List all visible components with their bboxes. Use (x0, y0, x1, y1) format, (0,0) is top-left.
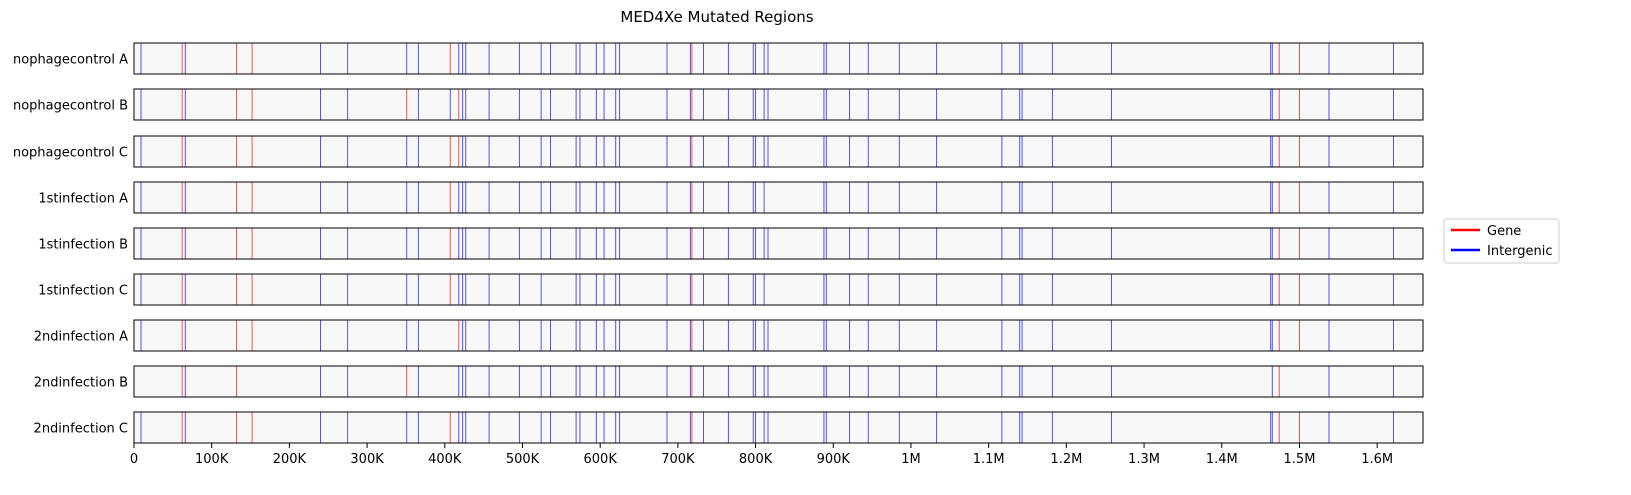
track-background (134, 228, 1423, 259)
track-1: nophagecontrol A (13, 42, 1424, 75)
x-tick-label: 1.6M (1361, 452, 1393, 467)
track-label: nophagecontrol C (13, 146, 128, 161)
x-tick-label: 1M (901, 452, 921, 467)
track-7: 2ndinfection A (34, 319, 1424, 352)
track-label: 2ndinfection B (34, 376, 128, 391)
legend-label: Intergenic (1487, 244, 1553, 259)
track-background (134, 274, 1423, 305)
track-label: 2ndinfection A (34, 330, 128, 345)
x-tick-label: 0 (130, 452, 138, 467)
track-8: 2ndinfection B (34, 365, 1424, 398)
track-background (134, 412, 1423, 443)
track-label: nophagecontrol A (13, 53, 128, 68)
x-tick-label: 1.1M (973, 452, 1005, 467)
track-background (134, 320, 1423, 351)
x-tick-label: 400K (428, 452, 462, 467)
x-tick-label: 1.4M (1206, 452, 1238, 467)
track-label: 2ndinfection C (34, 422, 128, 437)
track-2: nophagecontrol B (13, 88, 1424, 121)
track-frame (133, 135, 1424, 168)
x-tick-label: 1.5M (1284, 452, 1316, 467)
track-5: 1stinfection B (38, 227, 1424, 260)
x-tick-label: 1.2M (1050, 452, 1082, 467)
track-label: 1stinfection C (38, 284, 128, 299)
track-frame (133, 273, 1424, 306)
track-background (134, 136, 1423, 167)
track-frame (133, 365, 1424, 398)
track-frame (133, 319, 1424, 352)
x-tick-label: 700K (661, 452, 695, 467)
track-background (134, 366, 1423, 397)
x-tick-label: 900K (817, 452, 851, 467)
x-tick-label: 1.3M (1128, 452, 1160, 467)
track-frame (133, 411, 1424, 444)
track-label: 1stinfection A (38, 192, 128, 207)
track-label: 1stinfection B (38, 238, 128, 253)
legend-label: Gene (1487, 224, 1521, 239)
track-frame (133, 181, 1424, 214)
legend: Gene Intergenic (1443, 218, 1560, 264)
x-axis: 0 100K 200K 300K 400K 500K 600K 700K 800K 900K 1M 1… (130, 443, 1393, 467)
track-6: 1stinfection C (38, 273, 1424, 306)
track-background (134, 182, 1423, 213)
x-tick-label: 800K (739, 452, 773, 467)
track-3: nophagecontrol C (13, 135, 1424, 168)
x-tick-label: 600K (584, 452, 618, 467)
track-label: nophagecontrol B (13, 99, 128, 114)
track-background (134, 89, 1423, 120)
track-frame (133, 88, 1424, 121)
tracks-layer: nophagecontrol A nophagecontrol B nophagec… (13, 42, 1424, 444)
track-9: 2ndinfection C (34, 411, 1424, 444)
x-tick-label: 500K (506, 452, 540, 467)
x-tick-label: 100K (195, 452, 229, 467)
x-tick-label: 200K (273, 452, 307, 467)
track-4: 1stinfection A (38, 181, 1424, 214)
x-tick-label: 300K (350, 452, 384, 467)
track-background (134, 43, 1423, 74)
chart-title: MED4Xe Mutated Regions (620, 8, 813, 26)
track-frame (133, 42, 1424, 75)
track-frame (133, 227, 1424, 260)
